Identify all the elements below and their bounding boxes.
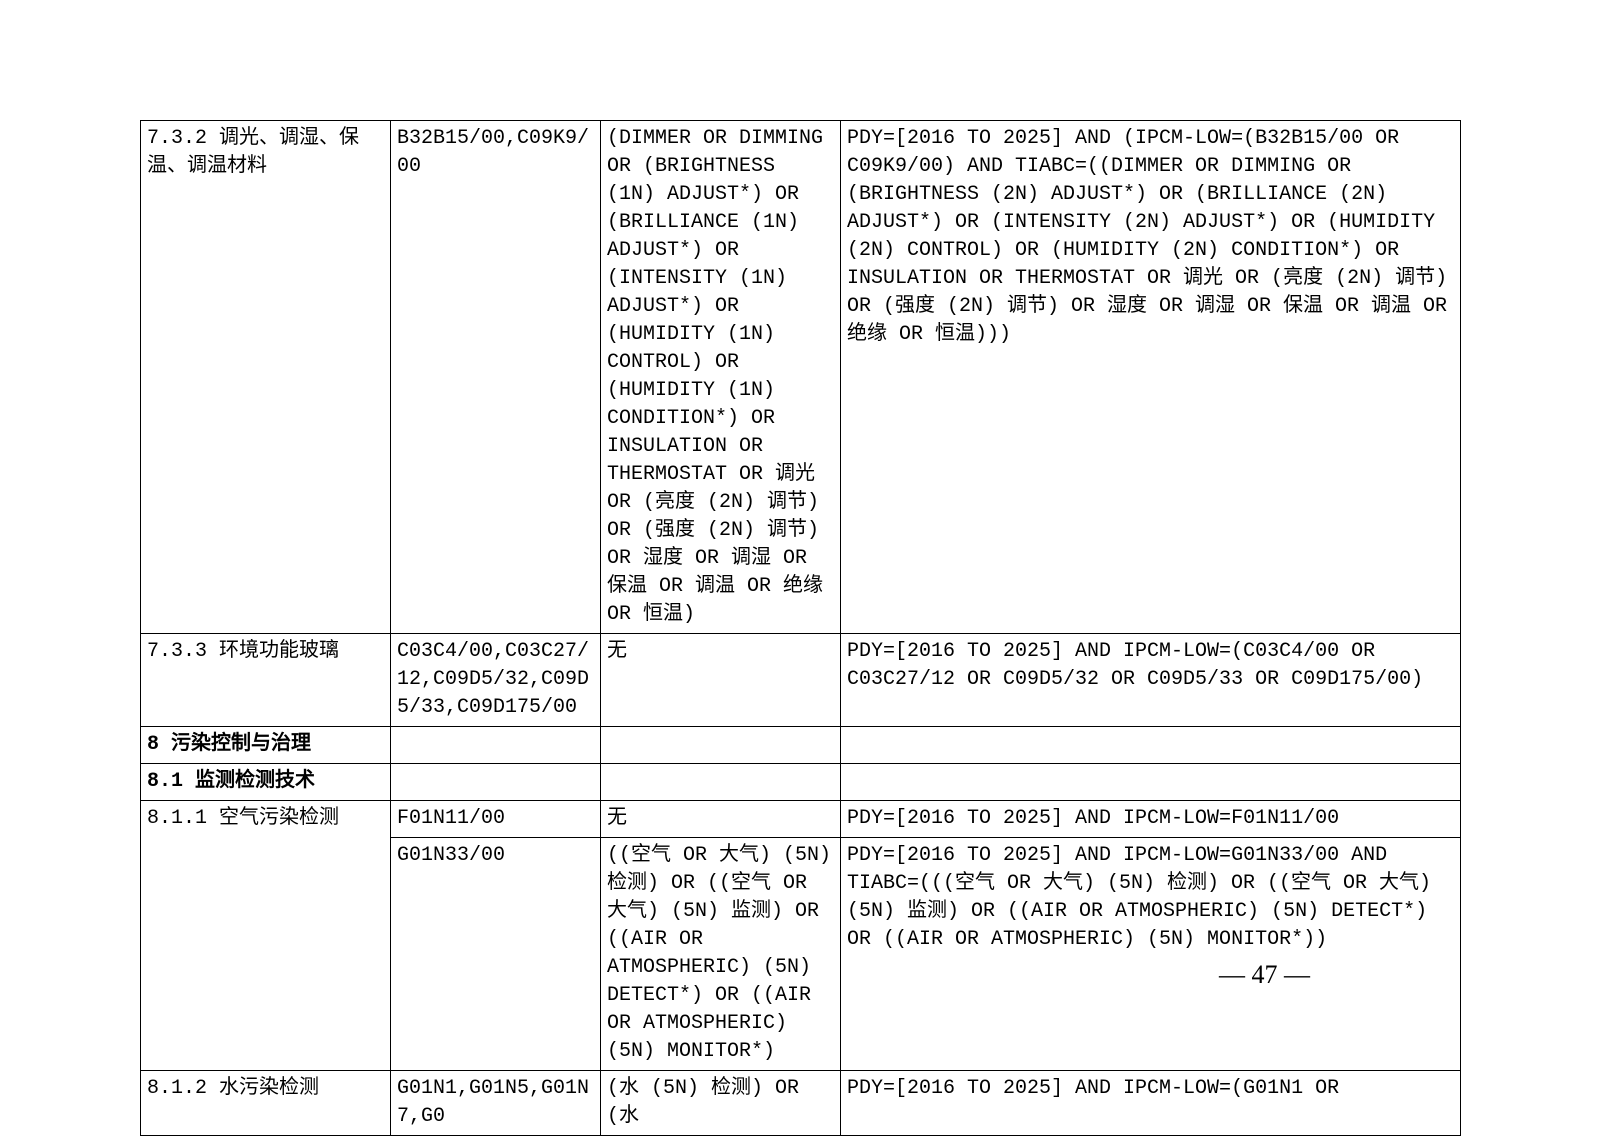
page-container: 7.3.2 调光、调湿、保温、调温材料B32B15/00,C09K9/00(DI… bbox=[140, 120, 1460, 1136]
table-cell: (水 (5N) 检测) OR (水 bbox=[601, 1071, 841, 1136]
table-section-header: 8.1 监测检测技术 bbox=[141, 764, 1461, 801]
table-cell: (DIMMER OR DIMMING OR (BRIGHTNESS (1N) A… bbox=[601, 121, 841, 634]
table-cell bbox=[391, 727, 601, 764]
table-cell: ((空气 OR 大气) (5N) 检测) OR ((空气 OR 大气) (5N)… bbox=[601, 838, 841, 1071]
table-row: 8.1.1 空气污染检测F01N11/00无PDY=[2016 TO 2025]… bbox=[141, 801, 1461, 838]
table-cell: 8 污染控制与治理 bbox=[141, 727, 391, 764]
table-cell: G01N1,G01N5,G01N7,G0 bbox=[391, 1071, 601, 1136]
table-cell bbox=[841, 764, 1461, 801]
table-cell: F01N11/00 bbox=[391, 801, 601, 838]
table-cell: 7.3.2 调光、调湿、保温、调温材料 bbox=[141, 121, 391, 634]
table-cell bbox=[841, 727, 1461, 764]
table-cell: 8.1 监测检测技术 bbox=[141, 764, 391, 801]
table-cell: 8.1.1 空气污染检测 bbox=[141, 801, 391, 1071]
table-cell: 无 bbox=[601, 801, 841, 838]
table-cell: 无 bbox=[601, 634, 841, 727]
table-cell: PDY=[2016 TO 2025] AND IPCM-LOW=(C03C4/0… bbox=[841, 634, 1461, 727]
table-cell: PDY=[2016 TO 2025] AND IPCM-LOW=(G01N1 O… bbox=[841, 1071, 1461, 1136]
table-cell: PDY=[2016 TO 2025] AND IPCM-LOW=G01N33/0… bbox=[841, 838, 1461, 1071]
table-cell: 7.3.3 环境功能玻璃 bbox=[141, 634, 391, 727]
table-cell: 8.1.2 水污染检测 bbox=[141, 1071, 391, 1136]
table-cell: PDY=[2016 TO 2025] AND IPCM-LOW=F01N11/0… bbox=[841, 801, 1461, 838]
table-row: 7.3.2 调光、调湿、保温、调温材料B32B15/00,C09K9/00(DI… bbox=[141, 121, 1461, 634]
table-row: 8.1.2 水污染检测G01N1,G01N5,G01N7,G0(水 (5N) 检… bbox=[141, 1071, 1461, 1136]
table-cell: PDY=[2016 TO 2025] AND (IPCM-LOW=(B32B15… bbox=[841, 121, 1461, 634]
table-cell bbox=[391, 764, 601, 801]
table-row: 7.3.3 环境功能玻璃C03C4/00,C03C27/12,C09D5/32,… bbox=[141, 634, 1461, 727]
table-cell: G01N33/00 bbox=[391, 838, 601, 1071]
table-cell: B32B15/00,C09K9/00 bbox=[391, 121, 601, 634]
table-cell: C03C4/00,C03C27/12,C09D5/32,C09D5/33,C09… bbox=[391, 634, 601, 727]
table-cell bbox=[601, 764, 841, 801]
table-section-header: 8 污染控制与治理 bbox=[141, 727, 1461, 764]
page-number: — 47 — bbox=[1219, 960, 1310, 990]
table-cell bbox=[601, 727, 841, 764]
